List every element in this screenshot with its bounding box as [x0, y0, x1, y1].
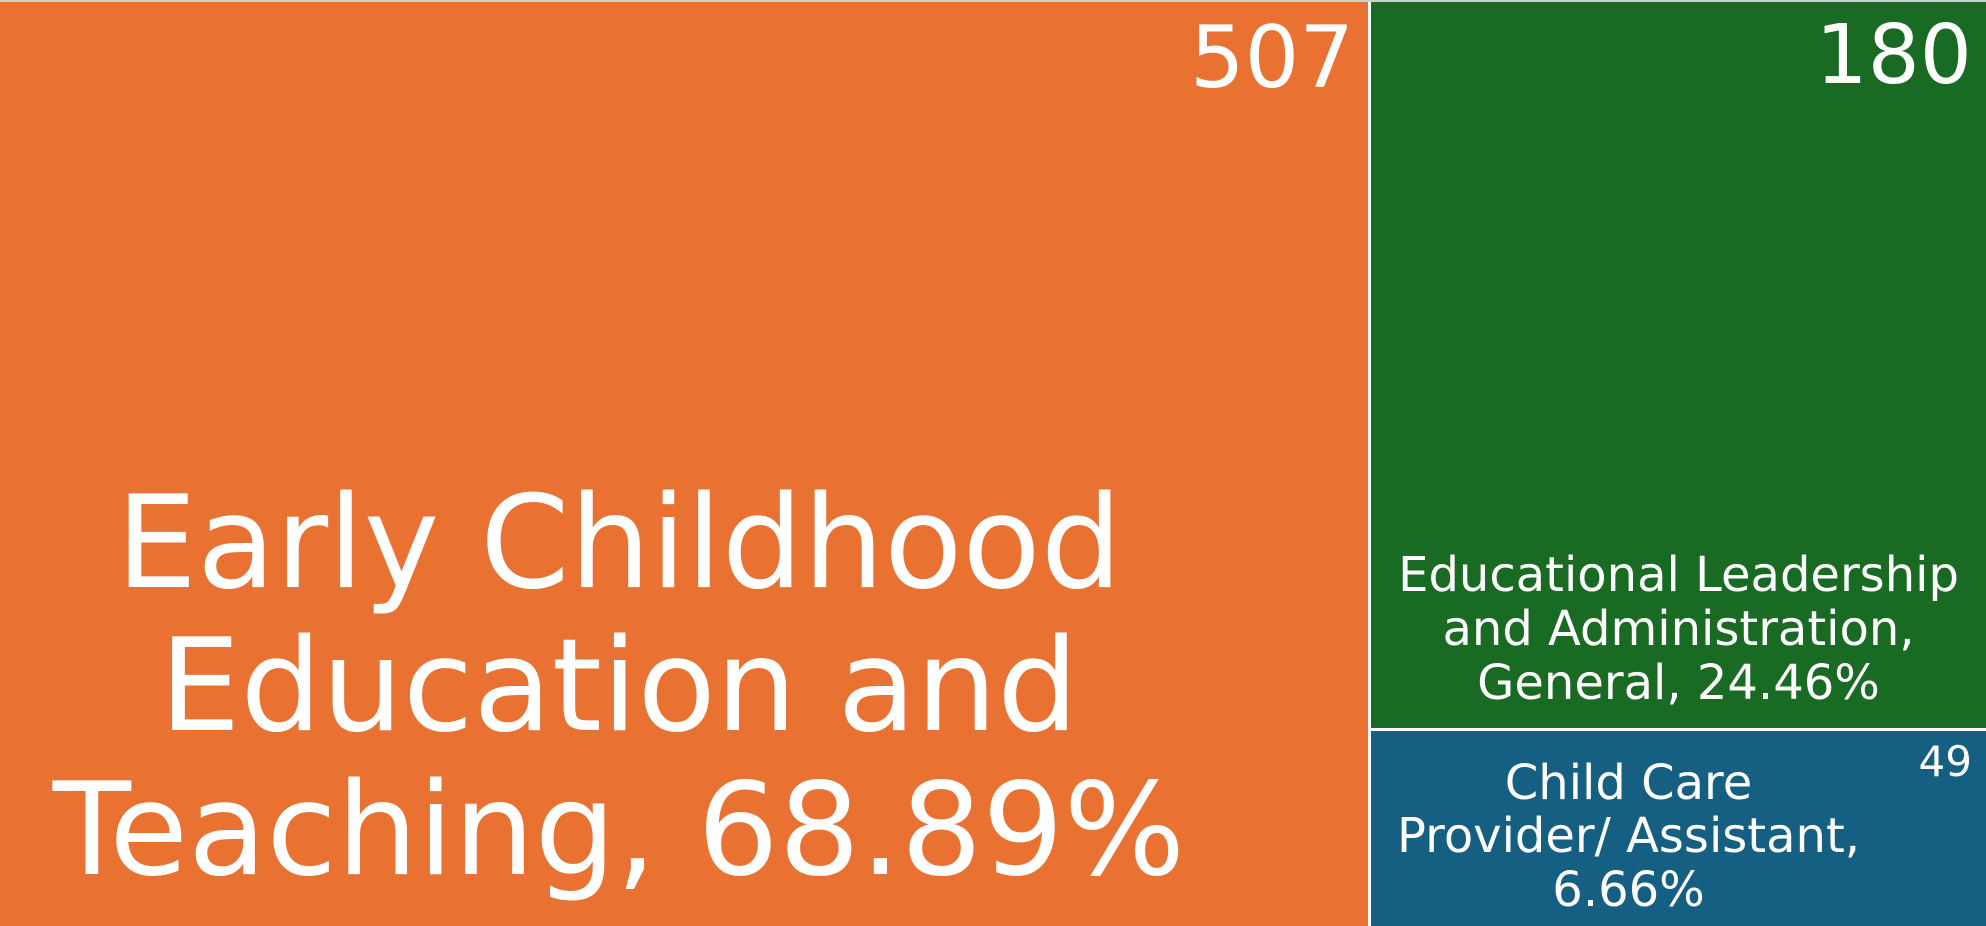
tile: Child Care Provider/ Assistant, 6.66% 49 — [1371, 731, 1986, 926]
value-label: 507 — [1189, 8, 1355, 108]
tile: Early Childhood Education and Teaching, … — [0, 2, 1369, 926]
tile-label: Child Care Provider/ Assistant, 6.66% — [1397, 754, 1861, 919]
value-label: 49 — [1918, 737, 1972, 787]
value-label: 180 — [1815, 8, 1972, 103]
tile-label: Early Childhood Education and Teaching, … — [52, 468, 1186, 905]
tile: Educational Leadership and Administratio… — [1371, 2, 1986, 729]
tile-label: Educational Leadership and Administratio… — [1398, 547, 1959, 711]
